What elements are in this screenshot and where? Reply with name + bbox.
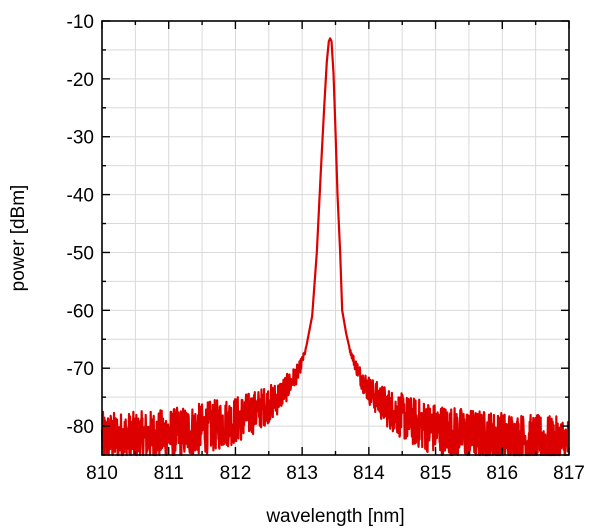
series-layer	[100, 37, 570, 457]
x-tick-label: 814	[353, 463, 385, 484]
y-tick-label: -20	[67, 70, 94, 91]
x-tick-label: 810	[86, 463, 118, 484]
y-tick-label: -70	[67, 359, 94, 380]
x-tick-labels: 810 811 812 813 814 815 816 817	[86, 463, 585, 484]
y-tick-label: -10	[67, 12, 94, 33]
x-tick-label: 811	[154, 463, 184, 484]
x-axis-title: wavelength [nm]	[265, 506, 404, 527]
y-tick-label: -50	[67, 243, 94, 264]
x-tick-label: 817	[553, 463, 585, 484]
x-tick-label: 816	[486, 463, 518, 484]
y-tick-label: -80	[67, 417, 94, 438]
y-tick-labels: -10 -20 -30 -40 -50 -60 -70 -80	[67, 12, 94, 438]
y-tick-label: -30	[67, 128, 94, 149]
y-axis-title: power [dBm]	[8, 185, 29, 292]
x-tick-label: 812	[220, 463, 252, 484]
spectrum-line	[100, 37, 570, 457]
y-tick-label: -60	[67, 301, 94, 322]
x-tick-label: 813	[286, 463, 318, 484]
axis-ticks	[101, 20, 570, 456]
x-tick-label: 815	[420, 463, 452, 484]
y-tick-label: -40	[67, 186, 94, 207]
